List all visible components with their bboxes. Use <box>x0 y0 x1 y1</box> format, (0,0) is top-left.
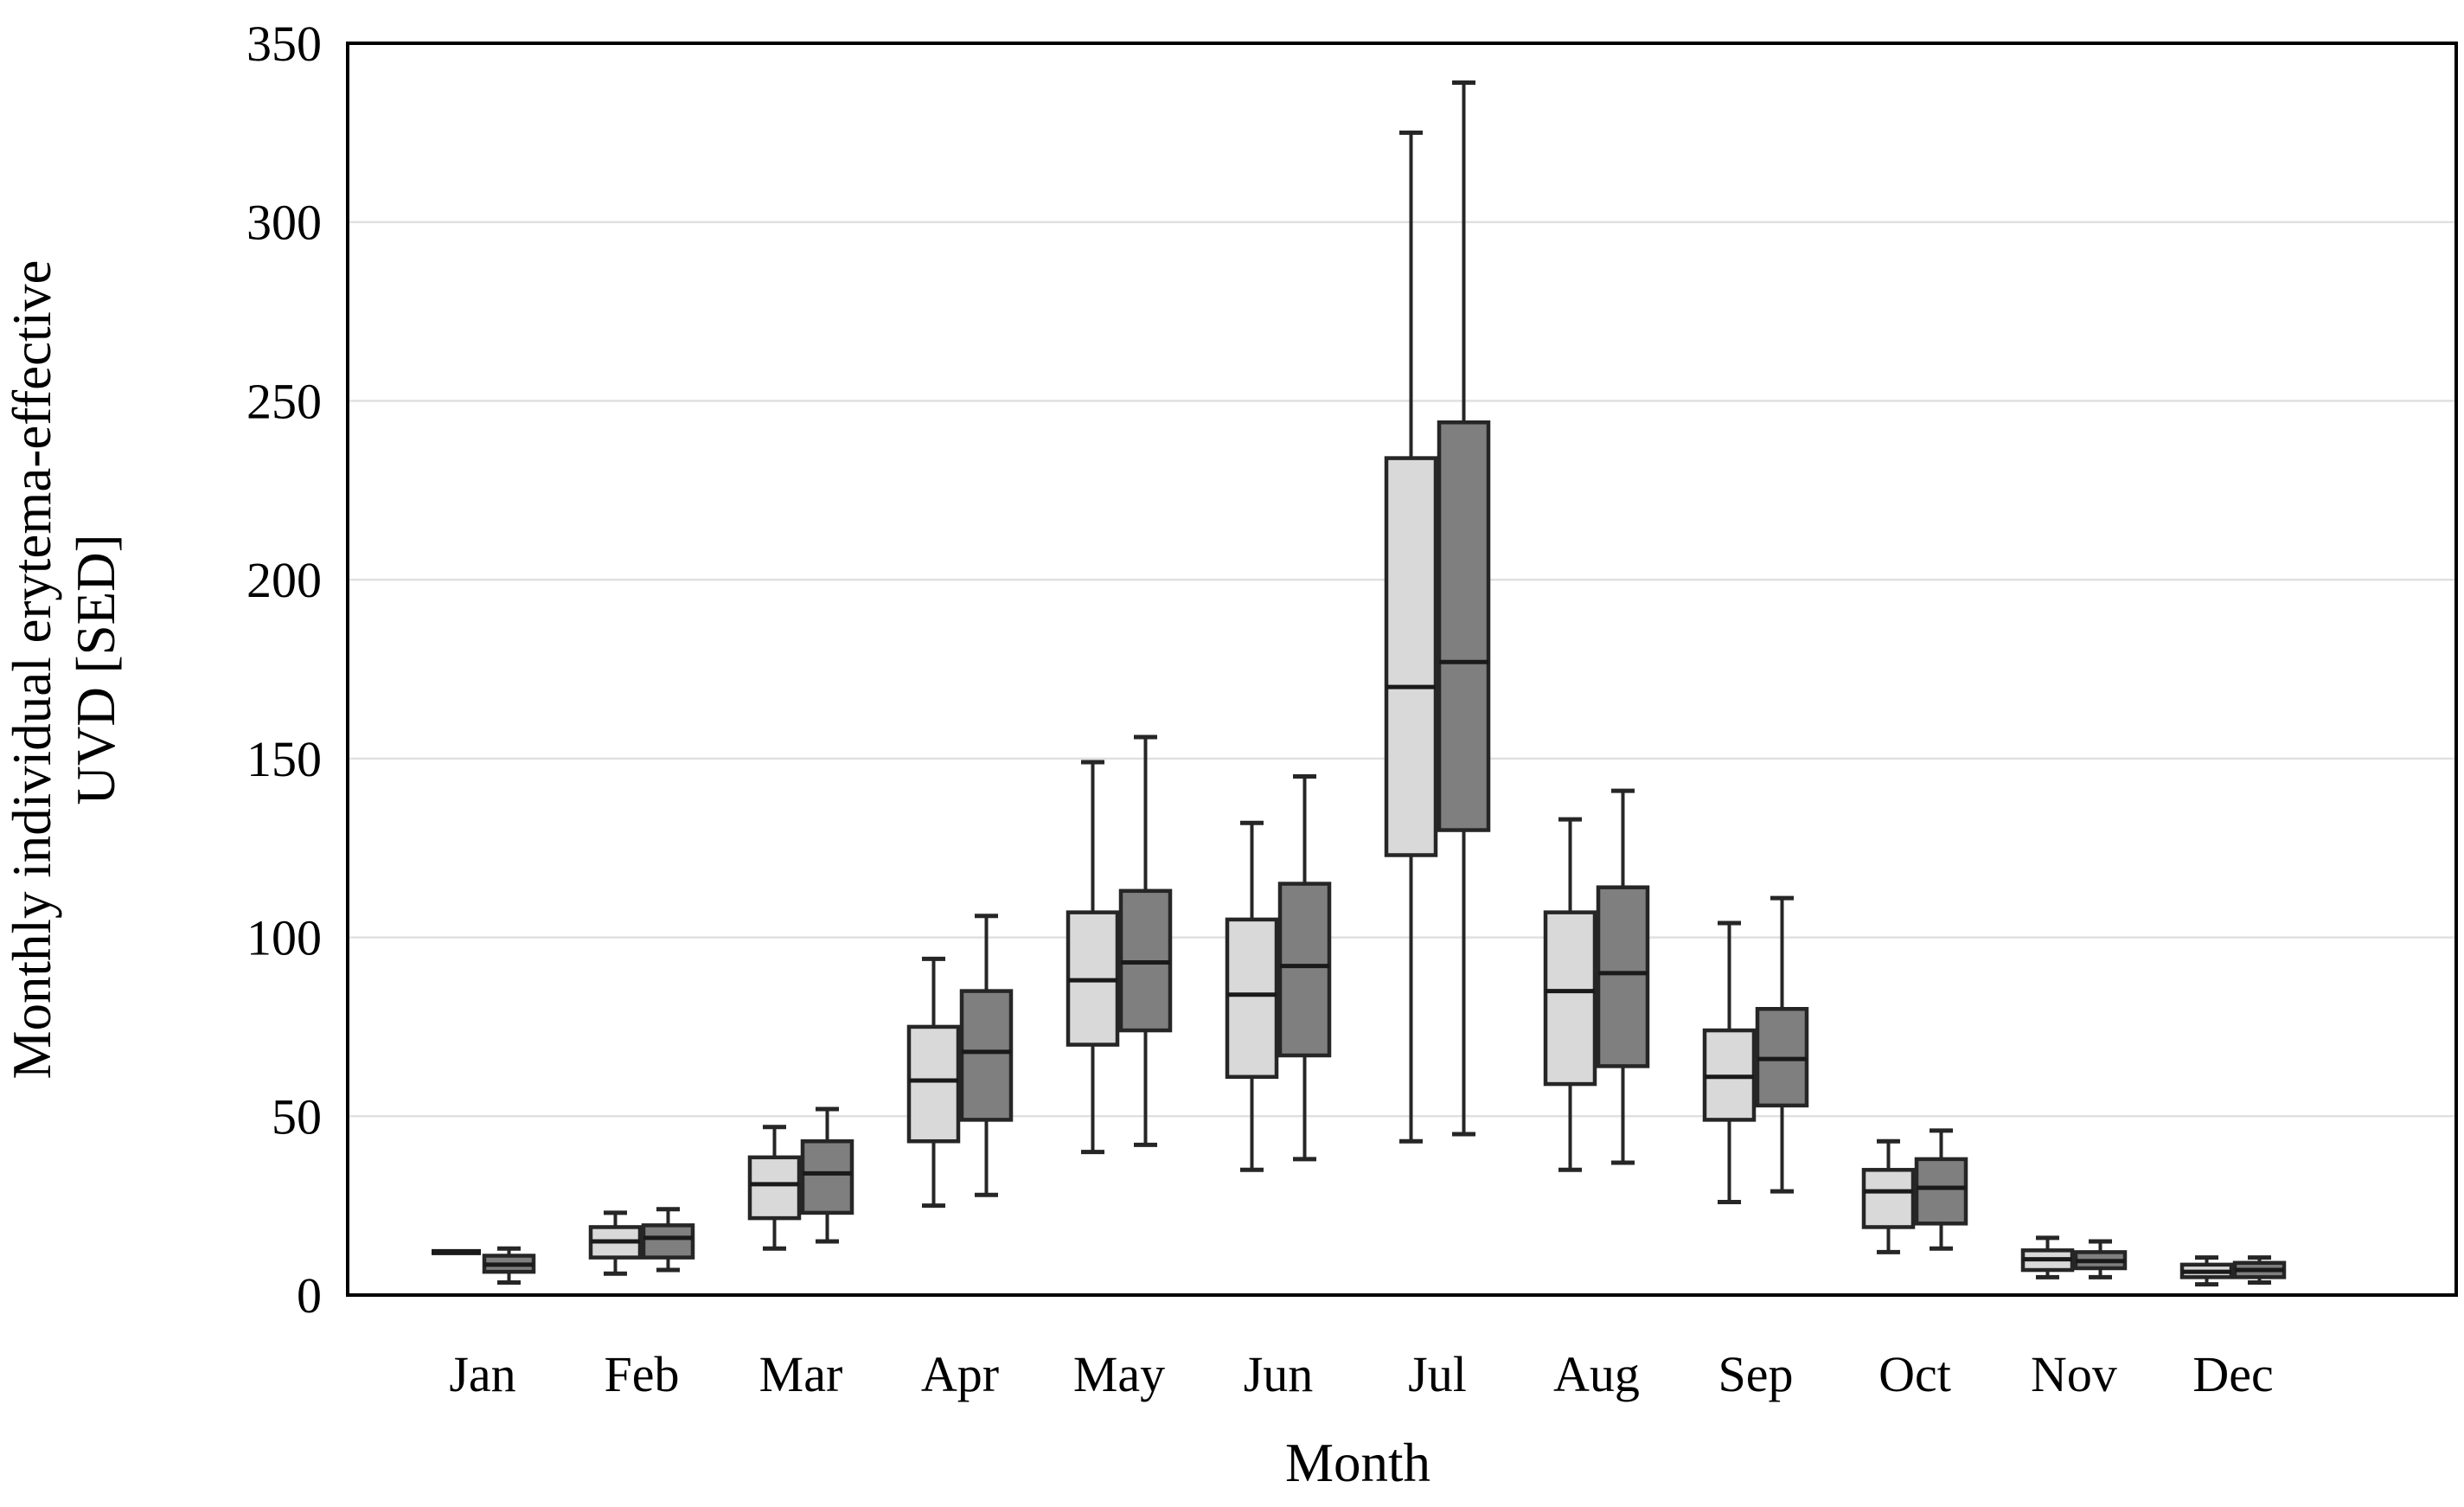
box-jul-dark-gray <box>1437 80 1491 1137</box>
box-nov-dark-gray <box>2073 1239 2128 1279</box>
y-axis-title-line1: Monthly individual erytema-effective <box>2 260 62 1079</box>
box-sep-dark-gray <box>1755 895 1809 1194</box>
iqr-box <box>1384 456 1438 857</box>
box-mar-light-gray <box>747 1125 802 1251</box>
y-tick-label-350: 350 <box>246 16 322 72</box>
y-tick-label-150: 150 <box>246 731 322 787</box>
box-apr-light-gray <box>906 956 961 1209</box>
box-jul-light-gray <box>1384 130 1438 1144</box>
y-tick-label-100: 100 <box>246 910 322 966</box>
y-axis-title-line2: UVD [SED] <box>66 534 126 805</box>
box-aug-light-gray <box>1543 817 1597 1172</box>
x-tick-label-jun: Jun <box>1244 1346 1314 1402</box>
box-dec-dark-gray <box>2232 1255 2287 1286</box>
box-oct-dark-gray <box>1914 1128 1968 1251</box>
x-axis-title: Month <box>1285 1433 1430 1493</box>
iqr-box <box>906 1024 961 1144</box>
box-jan-dark-gray <box>482 1246 536 1286</box>
box-may-light-gray <box>1066 760 1120 1155</box>
x-tick-label-jul: Jul <box>1408 1346 1467 1402</box>
x-tick-label-apr: Apr <box>921 1346 999 1402</box>
x-tick-label-aug: Aug <box>1553 1346 1640 1402</box>
x-tick-label-sep: Sep <box>1718 1346 1794 1402</box>
iqr-box <box>800 1138 854 1215</box>
iqr-box <box>959 989 1014 1122</box>
x-tick-label-may: May <box>1073 1346 1165 1402</box>
chart-render-layer: 0 50 100 150 200 250 300 350 Jan Feb Mar Apr May Jun J… <box>246 16 2458 1402</box>
box-nov-light-gray <box>2020 1235 2075 1279</box>
iqr-box <box>1225 917 1279 1080</box>
iqr-box <box>747 1155 802 1221</box>
box-may-dark-gray <box>1118 734 1173 1147</box>
box-jun-dark-gray <box>1277 774 1332 1162</box>
y-tick-label-200: 200 <box>246 552 322 608</box>
x-tick-label-jan: Jan <box>449 1346 515 1402</box>
iqr-box <box>1914 1157 1968 1226</box>
iqr-box <box>1277 882 1332 1058</box>
box-apr-dark-gray <box>959 914 1014 1197</box>
iqr-box <box>1543 910 1597 1087</box>
x-tick-label-feb: Feb <box>605 1346 680 1402</box>
box-jun-light-gray <box>1225 820 1279 1172</box>
plot-border <box>346 42 2458 1297</box>
y-tick-label-0: 0 <box>297 1267 322 1324</box>
iqr-box <box>1861 1168 1916 1229</box>
iqr-box <box>641 1223 695 1260</box>
box-feb-dark-gray <box>641 1207 695 1273</box>
y-tick-label-50: 50 <box>272 1088 322 1145</box>
iqr-box <box>1437 420 1491 832</box>
iqr-box <box>1596 885 1650 1068</box>
x-tick-label-mar: Mar <box>759 1346 843 1402</box>
y-tick-label-300: 300 <box>246 195 322 251</box>
x-tick-label-oct: Oct <box>1878 1346 1951 1402</box>
box-sep-light-gray <box>1702 920 1757 1205</box>
box-feb-light-gray <box>588 1210 643 1276</box>
box-mar-dark-gray <box>800 1106 854 1244</box>
x-tick-label-dec: Dec <box>2192 1346 2273 1402</box>
x-tick-label-nov: Nov <box>2031 1346 2117 1402</box>
box-oct-light-gray <box>1861 1138 1916 1254</box>
y-tick-label-250: 250 <box>246 373 322 429</box>
box-dec-light-gray <box>2179 1255 2234 1287</box>
box-aug-dark-gray <box>1596 788 1650 1165</box>
